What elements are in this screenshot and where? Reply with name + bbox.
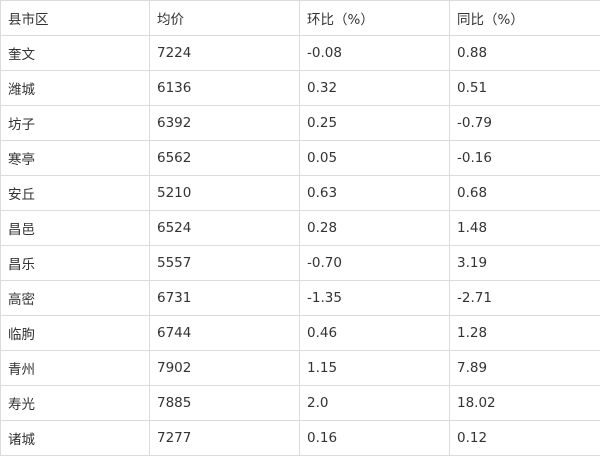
- avg-price-cell: 7224: [149, 35, 300, 71]
- yoy-cell: 1.28: [449, 315, 600, 351]
- county-cell: 奎文: [0, 35, 150, 71]
- mom-cell: 0.28: [299, 210, 450, 246]
- table-row: 潍城 6136 0.32 0.51: [0, 70, 600, 106]
- county-cell: 诸城: [0, 420, 150, 456]
- avg-price-cell: 5557: [149, 245, 300, 281]
- table-row: 诸城 7277 0.16 0.12: [0, 420, 600, 456]
- mom-cell: 2.0: [299, 385, 450, 421]
- mom-cell: 1.15: [299, 350, 450, 386]
- mom-cell: 0.46: [299, 315, 450, 351]
- yoy-cell: -0.16: [449, 140, 600, 176]
- county-cell: 坊子: [0, 105, 150, 141]
- yoy-cell: -0.79: [449, 105, 600, 141]
- mom-cell: 0.25: [299, 105, 450, 141]
- table-row: 寒亭 6562 0.05 -0.16: [0, 140, 600, 176]
- yoy-cell: 0.68: [449, 175, 600, 211]
- mom-cell: 0.16: [299, 420, 450, 456]
- county-cell: 高密: [0, 280, 150, 316]
- county-cell: 安丘: [0, 175, 150, 211]
- county-cell: 昌乐: [0, 245, 150, 281]
- county-cell: 寿光: [0, 385, 150, 421]
- table-row: 高密 6731 -1.35 -2.71: [0, 280, 600, 316]
- table-row: 寿光 7885 2.0 18.02: [0, 385, 600, 421]
- mom-cell: -1.35: [299, 280, 450, 316]
- header-row: 县市区 均价 环比（%） 同比（%）: [0, 0, 600, 36]
- header-county: 县市区: [0, 0, 150, 36]
- mom-cell: 0.63: [299, 175, 450, 211]
- yoy-cell: -2.71: [449, 280, 600, 316]
- table-row: 坊子 6392 0.25 -0.79: [0, 105, 600, 141]
- county-cell: 昌邑: [0, 210, 150, 246]
- avg-price-cell: 6744: [149, 315, 300, 351]
- yoy-cell: 3.19: [449, 245, 600, 281]
- avg-price-cell: 5210: [149, 175, 300, 211]
- header-avg-price: 均价: [149, 0, 300, 36]
- table-row: 昌邑 6524 0.28 1.48: [0, 210, 600, 246]
- avg-price-cell: 6562: [149, 140, 300, 176]
- yoy-cell: 0.51: [449, 70, 600, 106]
- mom-cell: -0.70: [299, 245, 450, 281]
- avg-price-cell: 6136: [149, 70, 300, 106]
- avg-price-cell: 7902: [149, 350, 300, 386]
- county-cell: 寒亭: [0, 140, 150, 176]
- yoy-cell: 7.89: [449, 350, 600, 386]
- mom-cell: 0.05: [299, 140, 450, 176]
- county-cell: 临朐: [0, 315, 150, 351]
- avg-price-cell: 6731: [149, 280, 300, 316]
- table-row: 安丘 5210 0.63 0.68: [0, 175, 600, 211]
- avg-price-cell: 6524: [149, 210, 300, 246]
- header-mom: 环比（%）: [299, 0, 450, 36]
- county-cell: 青州: [0, 350, 150, 386]
- table-row: 临朐 6744 0.46 1.28: [0, 315, 600, 351]
- yoy-cell: 18.02: [449, 385, 600, 421]
- table-row: 青州 7902 1.15 7.89: [0, 350, 600, 386]
- table-row: 奎文 7224 -0.08 0.88: [0, 35, 600, 71]
- header-yoy: 同比（%）: [449, 0, 600, 36]
- table-row: 昌乐 5557 -0.70 3.19: [0, 245, 600, 281]
- avg-price-cell: 6392: [149, 105, 300, 141]
- avg-price-cell: 7277: [149, 420, 300, 456]
- avg-price-cell: 7885: [149, 385, 300, 421]
- mom-cell: 0.32: [299, 70, 450, 106]
- yoy-cell: 1.48: [449, 210, 600, 246]
- yoy-cell: 0.88: [449, 35, 600, 71]
- yoy-cell: 0.12: [449, 420, 600, 456]
- county-cell: 潍城: [0, 70, 150, 106]
- mom-cell: -0.08: [299, 35, 450, 71]
